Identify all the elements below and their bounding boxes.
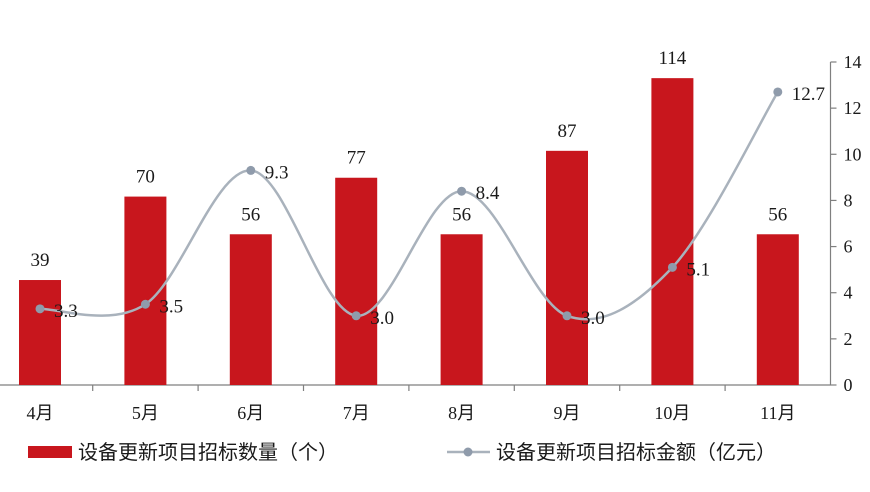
right-axis-ticks [830,61,837,386]
legend-marker-amount [463,447,473,457]
x-axis-tick-label: 4月 [27,403,54,423]
count-bar-series [19,78,799,386]
right-axis-tick-label: 6 [844,237,853,257]
bar-data-label: 39 [31,250,50,271]
line-data-label: 3.5 [159,296,183,317]
bar-data-label: 56 [768,204,787,225]
bar-data-label: 56 [452,204,471,225]
bar [546,150,588,385]
line-data-label: 3.3 [54,301,78,322]
bar [335,177,378,385]
bar-data-label: 77 [347,148,366,169]
line-data-label: 12.7 [792,84,825,105]
line-data-label: 3.0 [370,308,394,329]
count-data-labels: 39 70 56 77 56 87 114 56 [31,48,788,271]
bar [229,234,272,385]
bar-data-label: 114 [659,48,687,69]
line-marker [773,87,783,97]
bar-data-label: 70 [136,167,155,188]
line-data-label: 9.3 [265,162,289,183]
line-data-label: 3.0 [581,308,605,329]
bar-data-label: 56 [241,204,260,225]
bar [440,234,483,385]
legend-swatch-count [28,446,72,458]
right-axis-tick-label: 2 [844,329,853,349]
right-axis-tick-label: 12 [844,98,862,118]
x-axis-tick-label: 10月 [654,403,690,423]
line-marker [246,165,256,175]
line-marker [562,311,572,321]
x-axis-tick-label: 9月 [554,403,581,423]
bar [651,78,694,386]
bar [19,280,61,385]
line-marker [140,299,150,309]
x-axis-tick-label: 5月 [132,403,159,423]
right-axis-tick-label: 0 [844,375,853,395]
line-marker [457,186,467,196]
right-axis-tick-labels: 0 2 4 6 8 10 12 14 [844,52,862,395]
line-data-label: 5.1 [686,259,710,280]
amount-data-labels: 3.3 3.5 9.3 3.0 8.4 3.0 5.1 12.7 [54,84,825,329]
legend-label-count: 设备更新项目招标数量（个） [78,441,338,464]
x-axis-tick-labels: 4月 5月 6月 7月 8月 9月 10月 11月 [27,403,796,423]
x-axis-ticks [92,385,726,391]
x-axis-tick-label: 6月 [237,403,264,423]
right-axis-tick-label: 4 [844,283,853,303]
right-axis-tick-label: 14 [844,52,862,72]
x-axis-tick-label: 7月 [343,403,370,423]
x-axis-tick-label: 8月 [448,403,475,423]
bar [756,234,799,385]
x-axis-tick-label: 11月 [760,403,795,423]
legend-label-amount: 设备更新项目招标金额（亿元） [496,441,776,464]
amount-line-markers [35,87,783,321]
bar-data-label: 87 [558,121,577,142]
line-marker [351,311,361,321]
right-axis-tick-label: 8 [844,190,853,210]
line-data-label: 8.4 [476,183,500,204]
right-axis-tick-label: 10 [844,144,862,164]
legend: 设备更新项目招标数量（个） 设备更新项目招标金额（亿元） [28,441,776,464]
line-marker [667,262,677,272]
line-marker [35,304,45,314]
